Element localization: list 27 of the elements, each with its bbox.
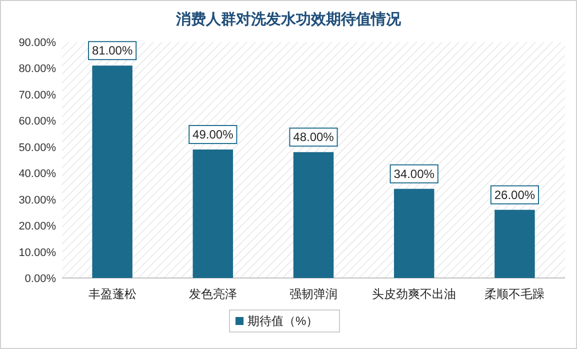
data-label: 34.00%	[394, 166, 435, 181]
y-tick-label: 30.00%	[18, 194, 56, 206]
bar	[192, 150, 234, 278]
y-tick-label: 90.00%	[18, 37, 56, 49]
x-tick-label: 头皮劲爽不出油	[372, 287, 456, 301]
y-tick-label: 40.00%	[18, 168, 56, 180]
y-tick-label: 0.00%	[24, 273, 56, 285]
legend-label: 期待值（%）	[248, 314, 318, 328]
x-tick-label: 发色亮泽	[188, 287, 237, 301]
y-tick-label: 60.00%	[18, 116, 56, 128]
data-label: 49.00%	[192, 128, 234, 142]
chart-title: 消费人群对洗发水功效期待值情况	[175, 11, 402, 28]
bar	[494, 210, 535, 278]
data-label: 48.00%	[293, 130, 334, 144]
bar	[92, 66, 132, 278]
bar	[293, 152, 334, 278]
x-tick-label: 柔顺不毛躁	[484, 287, 545, 301]
x-tick-label: 强韧弹润	[290, 287, 338, 301]
x-tick-label: 丰盈蓬松	[88, 287, 136, 301]
y-tick-label: 50.00%	[18, 142, 56, 154]
y-tick-label: 10.00%	[18, 246, 56, 259]
data-label: 81.00%	[92, 44, 133, 58]
bar	[394, 188, 434, 278]
y-tick-label: 80.00%	[18, 63, 56, 76]
data-label: 26.00%	[494, 188, 536, 202]
y-tick-label: 70.00%	[18, 89, 56, 102]
y-tick-label: 20.00%	[18, 220, 56, 233]
